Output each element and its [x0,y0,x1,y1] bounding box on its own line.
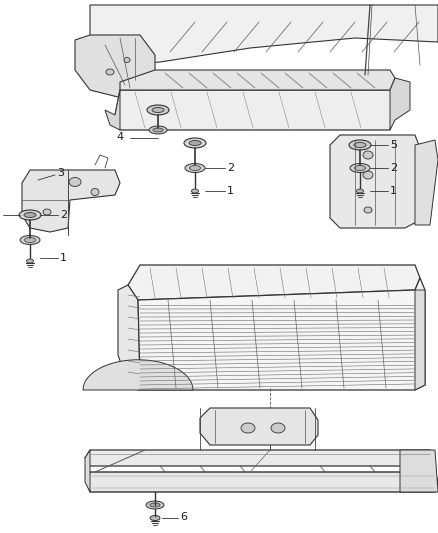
Polygon shape [200,408,318,445]
Ellipse shape [19,210,41,220]
Ellipse shape [149,126,167,134]
Ellipse shape [43,209,51,215]
Polygon shape [115,90,395,130]
Text: 1: 1 [60,253,67,263]
Polygon shape [415,140,438,225]
Ellipse shape [363,151,373,159]
Ellipse shape [153,128,163,132]
Polygon shape [390,78,410,130]
Ellipse shape [364,207,372,213]
Ellipse shape [20,236,40,245]
Polygon shape [118,285,140,380]
Text: 2: 2 [390,163,397,173]
Ellipse shape [27,259,33,263]
Text: 1: 1 [227,186,234,196]
Polygon shape [75,35,155,100]
Ellipse shape [124,58,130,62]
Text: 2: 2 [60,210,67,220]
Polygon shape [128,265,420,300]
Polygon shape [330,135,420,228]
Polygon shape [90,5,438,68]
Ellipse shape [357,189,364,193]
Ellipse shape [25,238,35,243]
Ellipse shape [349,140,371,150]
Ellipse shape [150,515,160,521]
Text: 6: 6 [180,512,187,522]
Polygon shape [415,290,425,390]
Ellipse shape [146,501,164,509]
Ellipse shape [241,423,255,433]
Ellipse shape [191,189,198,193]
Polygon shape [138,278,425,390]
Ellipse shape [190,166,201,171]
Ellipse shape [91,189,99,196]
Text: 5: 5 [390,140,397,150]
Ellipse shape [271,423,285,433]
Ellipse shape [152,108,164,112]
Ellipse shape [363,171,373,179]
Text: 1: 1 [390,186,397,196]
Text: 4: 4 [117,132,124,142]
Polygon shape [105,90,120,130]
Ellipse shape [69,177,81,187]
Polygon shape [85,450,90,492]
Ellipse shape [354,166,365,171]
Ellipse shape [184,138,206,148]
Ellipse shape [24,213,36,217]
Polygon shape [83,360,193,390]
Polygon shape [120,70,395,90]
Ellipse shape [147,105,169,115]
Text: 2: 2 [227,163,234,173]
Polygon shape [400,450,438,492]
Polygon shape [22,170,120,232]
Polygon shape [87,472,438,492]
Ellipse shape [189,141,201,146]
Text: 3: 3 [57,168,64,178]
Ellipse shape [185,164,205,173]
Ellipse shape [150,503,160,507]
Ellipse shape [350,164,370,173]
Ellipse shape [106,69,114,75]
Polygon shape [85,450,435,466]
Ellipse shape [354,142,366,148]
